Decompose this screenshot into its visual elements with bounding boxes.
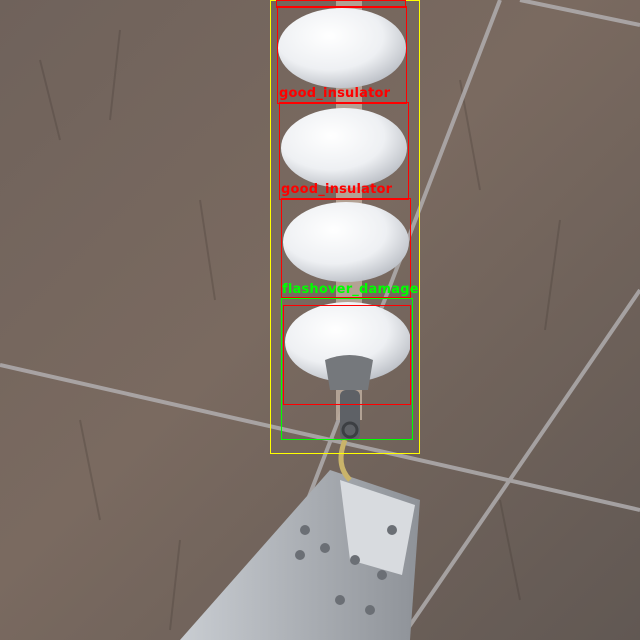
detection-box-good-insulator-2	[279, 102, 409, 200]
detection-box-good-insulator-1	[277, 6, 407, 104]
insulator-string	[278, 0, 411, 440]
detection-label-flashover-damage: flashover_damage	[282, 282, 419, 297]
disc-bounding-box-3	[281, 198, 411, 298]
tower-arm	[180, 439, 420, 640]
detection-box-flashover-damage	[281, 298, 413, 440]
detection-label-good-insulator-1: good_insulator	[279, 86, 391, 101]
disc-bounding-box-4	[283, 305, 411, 405]
disc-bounding-box-1	[276, 0, 406, 8]
detection-label-good-insulator-2: good_insulator	[281, 182, 393, 197]
